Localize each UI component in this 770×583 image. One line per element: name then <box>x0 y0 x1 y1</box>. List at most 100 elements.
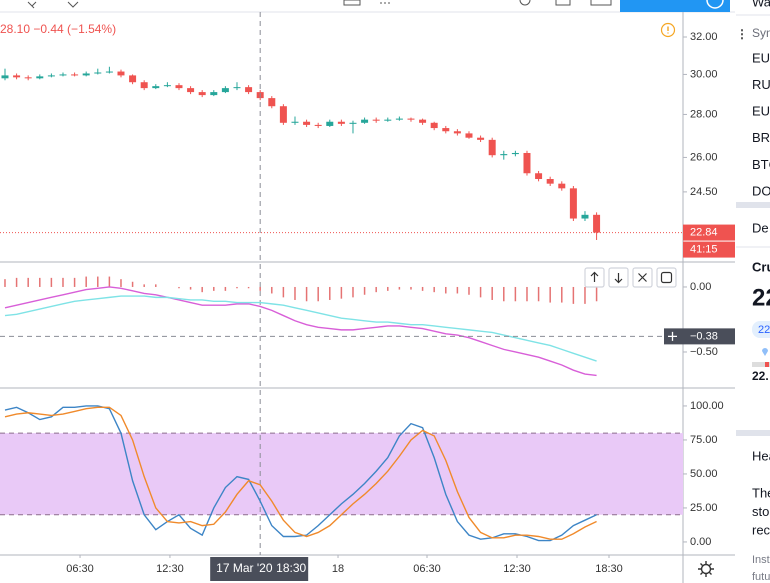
candle-body <box>279 106 287 123</box>
headline-line[interactable]: rec <box>752 522 770 537</box>
candle-body <box>511 152 519 155</box>
candle-body <box>430 122 438 129</box>
source-line: futu <box>752 571 770 583</box>
headline-line[interactable]: The <box>752 485 770 500</box>
indicator-line <box>4 295 597 362</box>
candle-body <box>488 139 496 156</box>
y-tick-label: −0.50 <box>690 346 718 358</box>
y-tick-label: 26.00 <box>690 151 718 163</box>
overbought-oversold-band <box>0 433 683 515</box>
x-tick-label: 18:30 <box>595 563 623 575</box>
settings-button[interactable] <box>698 561 714 577</box>
price-pill-text: 22 <box>758 324 770 336</box>
candle-body <box>453 131 461 134</box>
candle-body <box>361 119 369 123</box>
headlines-title: Hea <box>752 448 770 463</box>
candle-body <box>291 121 299 123</box>
range-bar <box>752 362 770 367</box>
y-tick-label: 30.00 <box>690 68 718 80</box>
toolbar-icon[interactable] <box>519 0 531 6</box>
countdown-badge <box>683 241 735 258</box>
candles <box>1 66 601 240</box>
toolbar-icon[interactable] <box>590 0 612 6</box>
maximize-icon <box>660 271 673 284</box>
arrow-down-icon <box>614 273 623 284</box>
details-title: De <box>752 220 769 235</box>
candle-body <box>210 92 218 96</box>
candle-body <box>187 88 195 93</box>
candle-body <box>1 75 9 79</box>
watchlist-symbol[interactable]: BTC <box>752 157 770 172</box>
y-tick-label: 28.00 <box>690 108 718 120</box>
section-gap <box>736 430 770 436</box>
headline-line[interactable]: sto <box>752 504 769 519</box>
toolbar-icon[interactable] <box>67 1 79 8</box>
y-tick-label: 100.00 <box>690 400 724 412</box>
toolbar-icon[interactable] <box>27 1 37 9</box>
candle-body <box>47 75 55 77</box>
crosshair-plus-icon[interactable] <box>668 331 677 341</box>
section-gap <box>736 202 770 208</box>
candle-body <box>326 121 334 126</box>
candle-body <box>314 124 322 126</box>
candle-body <box>395 118 403 120</box>
candle-body <box>268 98 276 107</box>
y-tick-label: 24.50 <box>690 186 718 198</box>
candle-body <box>71 74 79 76</box>
quote-change: 28.10 −0.44 (−1.54%) <box>0 22 116 36</box>
candle-body <box>419 119 427 123</box>
candle-body <box>477 137 485 140</box>
candle-body <box>337 121 345 124</box>
candle-body <box>500 154 508 156</box>
button-icon <box>706 0 724 9</box>
candle-body <box>349 122 357 124</box>
candle-body <box>94 72 102 74</box>
crosshair-time-badge <box>210 557 309 581</box>
x-tick-label: 12:30 <box>503 563 531 575</box>
sidebar: Wa Sym EUR RUB EUR BRN BTC DOG De Cru 22 22 2… <box>736 0 770 583</box>
candle-body <box>523 152 531 174</box>
pane-buttons <box>584 267 677 288</box>
watchlist-symbol[interactable]: DOG <box>752 183 770 198</box>
symbol-column-header: Sym <box>752 26 770 40</box>
toolbar-icon[interactable] <box>555 0 571 6</box>
sidebar-bg <box>736 0 770 583</box>
x-tick-label: 06:30 <box>66 563 94 575</box>
alert-icon[interactable] <box>660 22 676 38</box>
watchlist-symbol[interactable]: EUR <box>752 104 770 119</box>
y-tick-label: 32.00 <box>690 31 718 43</box>
candle-body <box>465 133 473 138</box>
watchlist-symbol[interactable]: EUR <box>752 50 770 65</box>
x-tick-label: 12:30 <box>156 563 184 575</box>
source-line: Inst <box>752 554 770 566</box>
candle-body <box>558 183 566 189</box>
candle-body <box>117 71 125 76</box>
candle-body <box>593 214 601 233</box>
candle-body <box>36 76 44 79</box>
stochastic <box>4 405 597 542</box>
last-price-label: 22.84 <box>690 226 718 238</box>
candle-body <box>198 92 206 96</box>
watchlist-symbol[interactable]: RUB <box>752 77 770 92</box>
candle-body <box>233 87 241 89</box>
maximize-button[interactable] <box>656 267 677 288</box>
candle-body <box>59 74 67 76</box>
crosshair-value-label: −0.38 <box>690 330 718 342</box>
candle-body <box>535 173 543 180</box>
countdown-label: 41:15 <box>690 243 718 255</box>
toolbar <box>0 0 735 12</box>
y-tick-label: 25.00 <box>690 502 718 514</box>
y-tick-label: 75.00 <box>690 434 718 446</box>
crosshair-date: 17 Mar '20 <box>216 561 273 575</box>
toolbar-icon[interactable] <box>343 0 361 6</box>
last-price-badge <box>683 224 735 241</box>
candle-body <box>245 87 253 93</box>
watchlist-symbol[interactable]: BRN <box>752 130 770 145</box>
y-tick-label: 50.00 <box>690 468 718 480</box>
instrument-name: Cru <box>752 259 770 274</box>
publish-button[interactable] <box>620 0 730 12</box>
range-marker <box>762 348 768 356</box>
candle-body <box>384 119 392 121</box>
candle-body <box>221 88 229 93</box>
